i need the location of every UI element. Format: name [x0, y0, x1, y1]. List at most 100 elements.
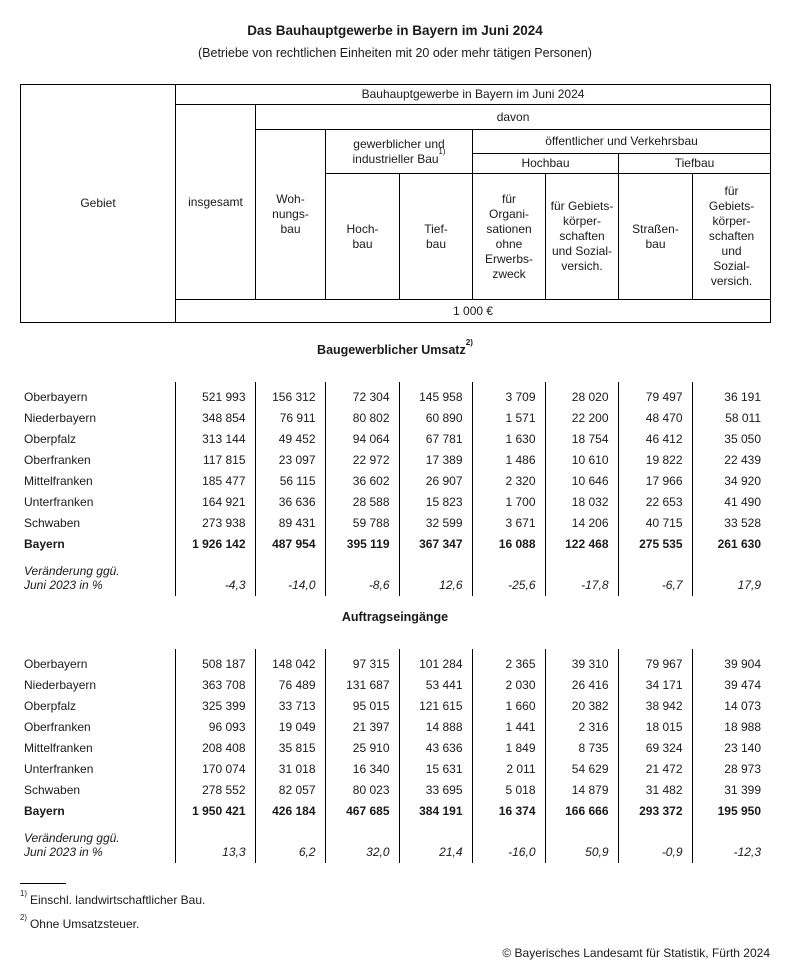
value-cell: 34 171 [617, 674, 692, 695]
value-cell: 97 315 [324, 649, 399, 674]
value-cell: 58 011 [691, 407, 770, 428]
value-cell: 69 324 [617, 737, 692, 758]
value-cell: 18 988 [691, 716, 770, 737]
value-cell: 36 602 [324, 470, 399, 491]
value-cell: 22 653 [617, 491, 692, 512]
value-cell: 34 920 [691, 470, 770, 491]
value-cell: 82 057 [254, 779, 325, 800]
value-cell: 367 347 [398, 533, 472, 554]
value-cell: 35 050 [691, 428, 770, 449]
value-cell: -14,0 [254, 554, 325, 596]
value-cell: 41 490 [691, 491, 770, 512]
value-cell: -4,3 [174, 554, 255, 596]
value-cell: 46 412 [617, 428, 692, 449]
header-bauhauptgewerbe: Bauhauptgewerbe in Bayern im Juni 2024 [174, 84, 772, 105]
header-oeffentlicher-bau: öffentlicher und Verkehrsbau [471, 129, 772, 154]
value-cell: 36 191 [691, 382, 770, 407]
value-cell: 261 630 [691, 533, 770, 554]
value-cell: 3 709 [471, 382, 545, 407]
page-title: Das Bauhauptgewerbe in Bayern im Juni 20… [247, 23, 543, 38]
value-cell: 36 636 [254, 491, 325, 512]
value-cell: 18 015 [617, 716, 692, 737]
value-cell: 18 032 [544, 491, 618, 512]
value-cell: 15 631 [398, 758, 472, 779]
value-cell: 1 441 [471, 716, 545, 737]
value-cell: 21 397 [324, 716, 399, 737]
value-cell: 363 708 [174, 674, 255, 695]
value-cell: 1 660 [471, 695, 545, 716]
value-cell: 521 993 [174, 382, 255, 407]
table-row: Oberbayern 508 187 148 042 97 315 101 284 2 3… [20, 649, 770, 674]
value-cell: 8 735 [544, 737, 618, 758]
value-cell: 3 671 [471, 512, 545, 533]
value-cell: 31 399 [691, 779, 770, 800]
value-cell: 426 184 [254, 800, 325, 821]
value-cell: 26 416 [544, 674, 618, 695]
region-label: Niederbayern [24, 410, 97, 425]
value-cell: -12,3 [691, 821, 770, 863]
value-cell: 26 907 [398, 470, 472, 491]
value-cell: 166 666 [544, 800, 618, 821]
value-cell: 16 374 [471, 800, 545, 821]
table-row: Schwaben 278 552 82 057 80 023 33 695 5 018 14… [20, 779, 770, 800]
region-label: Oberfranken [24, 719, 91, 734]
value-cell: 170 074 [174, 758, 255, 779]
header-tiefbau: Tief- bau [399, 173, 473, 300]
header-gebietskoerperschaften-hochbau: für Gebiets- körper- schaften und Sozial… [545, 173, 619, 300]
value-cell: 1 630 [471, 428, 545, 449]
header-wohnungsbau: Woh- nungs- bau [255, 129, 326, 300]
value-cell: -0,9 [617, 821, 692, 863]
value-cell: 28 973 [691, 758, 770, 779]
header-organisationen: für Organi- sationen ohne Erwerbs- zweck [472, 173, 546, 300]
value-cell: 15 823 [398, 491, 472, 512]
value-cell: 2 011 [471, 758, 545, 779]
value-cell: 208 408 [174, 737, 255, 758]
value-cell: 23 097 [254, 449, 325, 470]
value-cell: 1 950 421 [174, 800, 255, 821]
value-cell: -8,6 [324, 554, 399, 596]
value-cell: 16 340 [324, 758, 399, 779]
value-cell: 185 477 [174, 470, 255, 491]
value-cell: 10 610 [544, 449, 618, 470]
value-cell: 325 399 [174, 695, 255, 716]
value-cell: 35 815 [254, 737, 325, 758]
value-cell: 1 849 [471, 737, 545, 758]
header-davon: davon [254, 104, 772, 130]
change-row: Veränderung ggü. Juni 2023 in % 13,3 6,2 32… [20, 821, 770, 863]
header-gebiet: Gebiet [20, 84, 176, 323]
value-cell: 2 365 [471, 649, 545, 674]
value-cell: 348 854 [174, 407, 255, 428]
value-cell: 60 890 [398, 407, 472, 428]
value-cell: 508 187 [174, 649, 255, 674]
value-cell: 33 695 [398, 779, 472, 800]
value-cell: 38 942 [617, 695, 692, 716]
value-cell: 89 431 [254, 512, 325, 533]
table-row: Oberfranken 117 815 23 097 22 972 17 389 1 48… [20, 449, 770, 470]
value-cell: 22 439 [691, 449, 770, 470]
header-insgesamt: insgesamt [175, 104, 256, 300]
value-cell: 54 629 [544, 758, 618, 779]
value-cell: 2 316 [544, 716, 618, 737]
region-label: Schwaben [24, 782, 81, 797]
footnote-ref-1: 1) [438, 147, 446, 156]
region-label: Unterfranken [24, 761, 94, 776]
value-cell: 32,0 [324, 821, 399, 863]
value-cell: 18 754 [544, 428, 618, 449]
value-cell: 275 535 [617, 533, 692, 554]
header-gewerblicher-bau: gewerblicher und industrieller Bau1) [325, 129, 473, 174]
table-row: Niederbayern 348 854 76 911 80 802 60 890 1 5… [20, 407, 770, 428]
value-cell: 22 972 [324, 449, 399, 470]
region-label: Oberpfalz [24, 698, 77, 713]
value-cell: 94 064 [324, 428, 399, 449]
value-cell: 39 474 [691, 674, 770, 695]
total-row: Bayern 1 950 421 426 184 467 685 384 191 16 3… [20, 800, 770, 821]
value-cell: 50,9 [544, 821, 618, 863]
value-cell: 96 093 [174, 716, 255, 737]
value-cell: 59 788 [324, 512, 399, 533]
value-cell: 14 206 [544, 512, 618, 533]
value-cell: 79 967 [617, 649, 692, 674]
value-cell: 14 073 [691, 695, 770, 716]
footnote-2-marker: 2) [20, 912, 27, 922]
value-cell: 31 482 [617, 779, 692, 800]
